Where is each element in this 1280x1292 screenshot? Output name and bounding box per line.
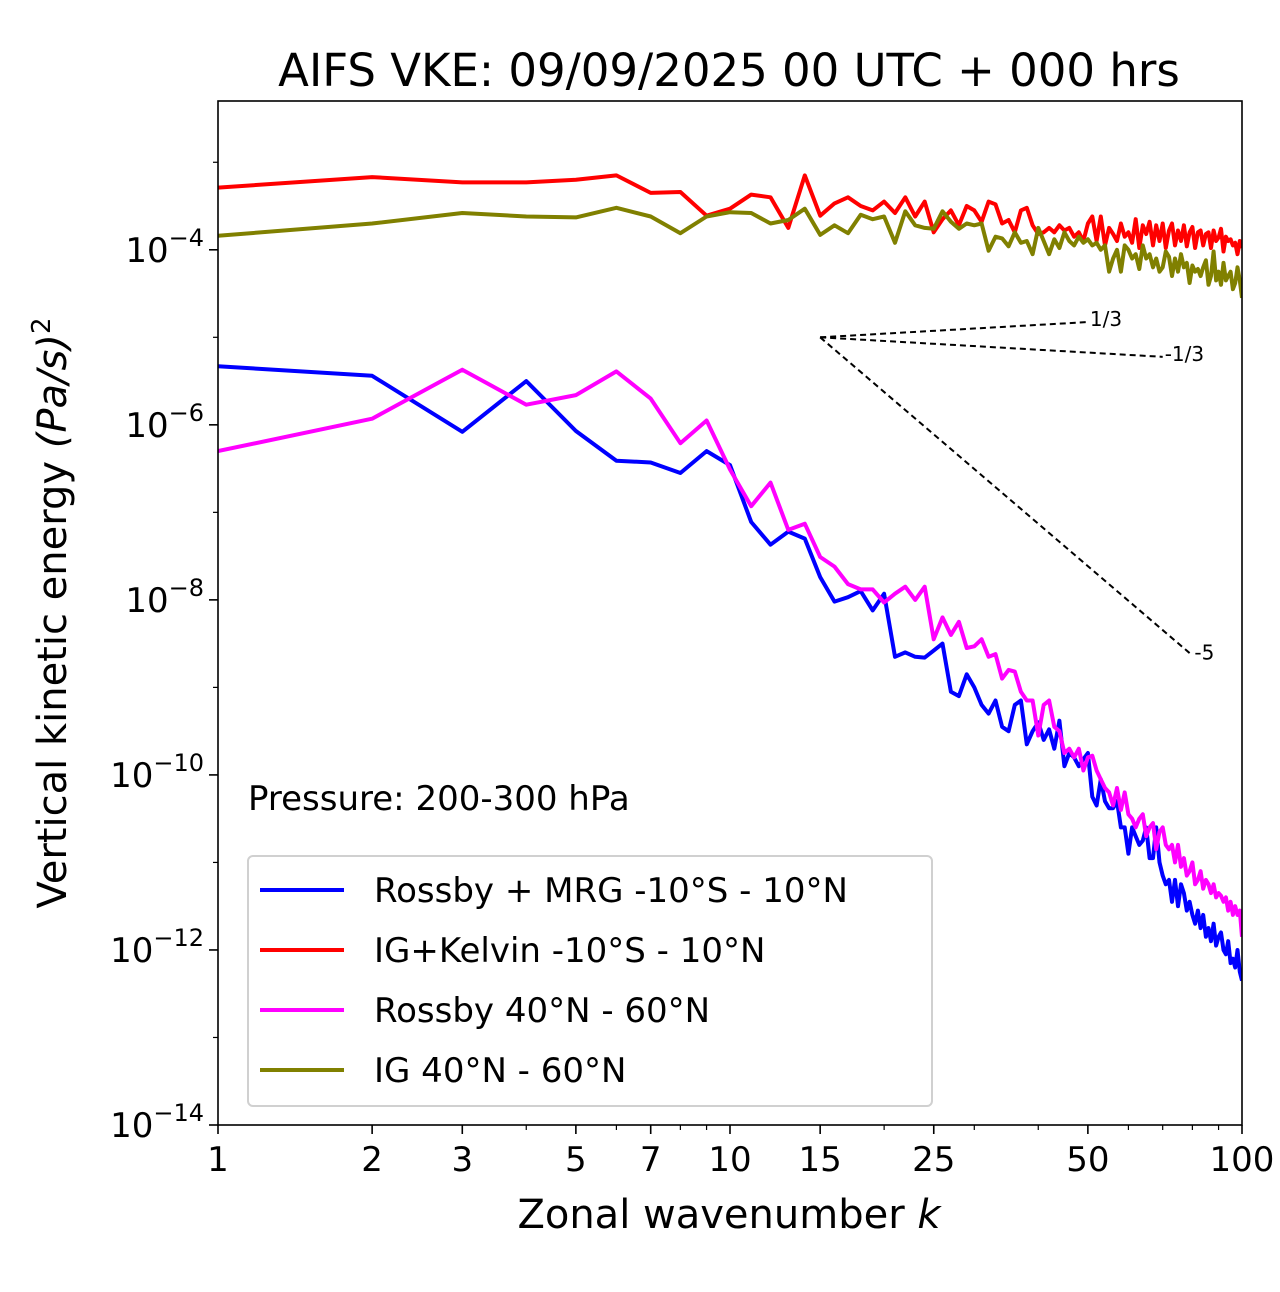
- reference-slope-line-1: [820, 336, 1163, 358]
- y-tick-label-4: 10−12: [110, 924, 204, 971]
- x-tick-label-1: 2: [361, 1140, 383, 1180]
- legend-item-1: IG+Kelvin -10°S - 10°N: [260, 931, 765, 971]
- legend-item-0: Rossby + MRG -10°S - 10°N: [260, 871, 848, 911]
- legend-label: IG+Kelvin -10°S - 10°N: [374, 931, 765, 971]
- series-line-3: [218, 205, 1242, 299]
- x-tick-label-2: 3: [451, 1140, 473, 1180]
- y-axis-label-text: Vertical kinetic energy: [30, 448, 76, 908]
- x-tick-label-8: 50: [1066, 1140, 1109, 1180]
- reference-slope-label-1: -1/3: [1165, 342, 1204, 366]
- y-tick-base: 10: [125, 406, 168, 446]
- x-tick-label-3: 5: [565, 1140, 587, 1180]
- y-axis-label-exponent: 2: [27, 318, 57, 335]
- y-tick-label-0: 10−4: [125, 224, 204, 271]
- reference-slope-label-2: -5: [1194, 640, 1214, 664]
- legend-label: Rossby + MRG -10°S - 10°N: [374, 871, 848, 911]
- y-tick-exponent: −10: [153, 749, 204, 777]
- y-tick-label-1: 10−6: [125, 399, 204, 446]
- y-axis-label: Vertical kinetic energy (Pa/s)2: [27, 318, 76, 909]
- x-tick-label-9: 100: [1210, 1140, 1275, 1180]
- x-tick-label-0: 1: [207, 1140, 229, 1180]
- y-tick-base: 10: [110, 756, 153, 796]
- legend-label: Rossby 40°N - 60°N: [374, 991, 710, 1031]
- legend-item-3: IG 40°N - 60°N: [260, 1051, 626, 1091]
- x-axis-label-symbol: k: [917, 1192, 942, 1238]
- reference-slope-label-0: 1/3: [1090, 307, 1122, 331]
- x-axis-label: Zonal wavenumber k: [517, 1192, 942, 1238]
- x-tick-label-4: 7: [640, 1140, 662, 1180]
- y-tick-base: 10: [125, 581, 168, 621]
- y-tick-exponent: −8: [169, 574, 204, 602]
- y-tick-exponent: −6: [169, 399, 204, 427]
- y-axis-label-units: (Pa/s): [30, 334, 76, 448]
- chart-title: AIFS VKE: 09/09/2025 00 UTC + 000 hrs: [278, 44, 1180, 97]
- y-tick-label-2: 10−8: [125, 574, 204, 621]
- y-tick-base: 10: [110, 931, 153, 971]
- series-line-2: [218, 367, 1242, 937]
- legend-box: [247, 855, 933, 1107]
- y-tick-exponent: −14: [153, 1099, 204, 1127]
- legend: Rossby + MRG -10°S - 10°N IG+Kelvin -10°S…: [247, 855, 933, 1107]
- x-axis-label-text: Zonal wavenumber: [517, 1192, 917, 1238]
- y-tick-base: 10: [125, 231, 168, 271]
- x-axis: 1 2 3 5 7 10 15 25 50 100: [207, 1125, 1274, 1180]
- x-tick-label-5: 10: [708, 1140, 751, 1180]
- x-tick-label-7: 25: [912, 1140, 955, 1180]
- series-line-1: [218, 173, 1242, 257]
- y-tick-label-3: 10−10: [110, 749, 204, 796]
- legend-label: IG 40°N - 60°N: [374, 1051, 626, 1091]
- y-tick-exponent: −12: [153, 924, 204, 952]
- reference-slope-line-0: [820, 321, 1088, 339]
- reference-slope-layer: 1/3 -1/3 -5: [819, 307, 1214, 664]
- y-tick-base: 10: [110, 1106, 153, 1146]
- pressure-annotation: Pressure: 200-300 hPa: [248, 779, 630, 819]
- x-tick-label-6: 15: [799, 1140, 842, 1180]
- y-tick-label-5: 10−14: [110, 1099, 204, 1146]
- series-layer: [218, 173, 1242, 982]
- reference-slope-line-2: [819, 336, 1194, 657]
- y-tick-exponent: −4: [169, 224, 204, 252]
- series-line-0: [218, 364, 1242, 982]
- legend-item-2: Rossby 40°N - 60°N: [260, 991, 710, 1031]
